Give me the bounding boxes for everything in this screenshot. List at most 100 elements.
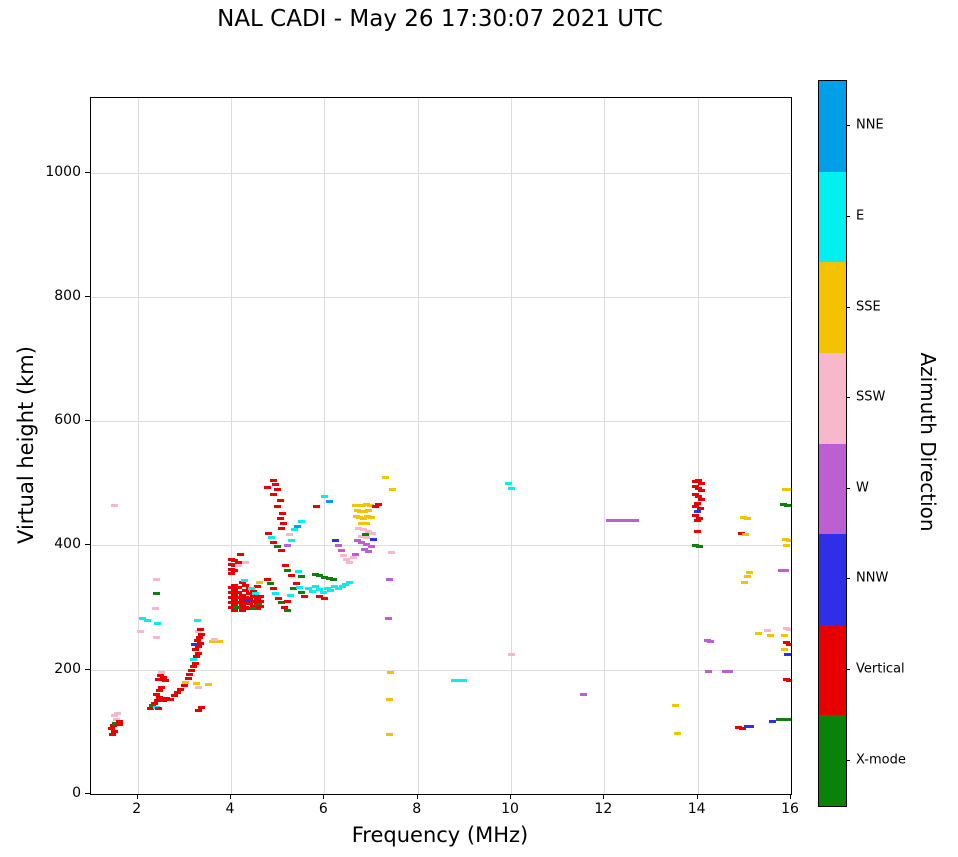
echo-point xyxy=(231,563,239,567)
echo-point xyxy=(692,504,700,508)
echo-point xyxy=(337,548,345,552)
echo-point xyxy=(227,596,235,600)
echo-point xyxy=(136,629,144,633)
echo-point xyxy=(783,503,791,507)
echo-point xyxy=(781,488,789,491)
echo-point xyxy=(323,586,331,590)
gridline-horizontal xyxy=(91,794,791,795)
echo-point xyxy=(505,481,513,485)
echo-point xyxy=(785,678,791,682)
echo-point xyxy=(212,640,220,644)
echo-point xyxy=(313,504,321,508)
echo-point xyxy=(234,591,242,595)
echo-point xyxy=(738,727,746,731)
echo-point xyxy=(192,662,200,665)
echo-point xyxy=(388,551,396,555)
echo-point xyxy=(343,558,351,562)
echo-point xyxy=(722,670,730,674)
echo-point xyxy=(349,556,357,560)
echo-point xyxy=(231,593,239,597)
echo-point xyxy=(270,492,278,496)
echo-point xyxy=(231,603,239,607)
echo-point xyxy=(249,594,257,598)
x-axis-tick-label: 2 xyxy=(132,801,142,817)
y-axis-tick xyxy=(85,295,90,297)
echo-point xyxy=(274,488,282,491)
echo-point xyxy=(249,599,257,603)
colorbar-category-label: X-mode xyxy=(856,752,906,768)
gridline-vertical xyxy=(417,98,419,794)
echo-point xyxy=(196,642,204,646)
echo-point xyxy=(696,545,704,549)
echo-point xyxy=(743,517,751,521)
echo-point xyxy=(450,679,458,683)
echo-point xyxy=(370,537,378,541)
x-axis-tick xyxy=(323,794,325,799)
gridline-vertical xyxy=(697,98,699,794)
echo-point xyxy=(781,568,789,572)
echo-point xyxy=(304,587,312,591)
echo-point xyxy=(301,594,309,598)
echo-point xyxy=(253,607,261,611)
echo-point xyxy=(312,584,320,588)
echo-point xyxy=(386,733,394,737)
colorbar-segment-nnw xyxy=(819,534,846,625)
echo-point xyxy=(298,590,306,594)
echo-point xyxy=(295,586,303,590)
x-axis-tick xyxy=(696,794,698,799)
echo-point xyxy=(192,648,200,652)
echo-point xyxy=(362,522,370,526)
echo-point xyxy=(297,520,305,524)
echo-point xyxy=(194,685,202,689)
echo-point xyxy=(358,521,366,525)
colorbar-category-label: SSW xyxy=(856,389,886,405)
echo-point xyxy=(768,719,776,723)
echo-point xyxy=(288,573,296,577)
colorbar-tick xyxy=(846,578,850,580)
x-axis-label: Frequency (MHz) xyxy=(351,823,529,847)
echo-point xyxy=(194,652,202,656)
echo-point xyxy=(625,519,633,523)
echo-point xyxy=(162,679,170,683)
echo-point xyxy=(743,575,751,578)
echo-point xyxy=(631,519,639,523)
y-axis-tick xyxy=(85,171,90,173)
colorbar-category-label: Vertical xyxy=(856,661,905,677)
echo-point xyxy=(227,571,235,575)
echo-point xyxy=(332,538,340,542)
echo-point xyxy=(274,545,282,549)
echo-point xyxy=(786,717,791,721)
echo-point xyxy=(188,669,196,673)
echo-point xyxy=(177,688,185,692)
echo-point xyxy=(231,568,239,572)
echo-point xyxy=(210,638,218,642)
echo-point xyxy=(181,680,189,684)
gridline-vertical xyxy=(137,98,139,794)
gridline-horizontal xyxy=(91,545,791,547)
echo-point xyxy=(696,506,704,510)
echo-point xyxy=(346,581,354,585)
y-axis-tick xyxy=(85,793,90,794)
echo-point xyxy=(197,706,205,710)
echo-point xyxy=(320,575,328,579)
echo-point xyxy=(386,578,394,582)
echo-point xyxy=(231,588,239,592)
echo-point xyxy=(255,581,263,585)
echo-point xyxy=(360,548,368,552)
echo-point xyxy=(290,587,298,591)
echo-point xyxy=(248,607,256,611)
echo-point xyxy=(150,701,158,705)
echo-point xyxy=(242,606,250,610)
echo-point xyxy=(782,543,790,547)
colorbar-segment-e xyxy=(819,171,846,263)
echo-point xyxy=(163,696,171,700)
echo-point xyxy=(186,673,194,677)
echo-point xyxy=(579,693,587,697)
x-axis-tick xyxy=(510,794,511,799)
echo-point xyxy=(308,589,316,593)
echo-point xyxy=(170,694,178,698)
gridline-horizontal xyxy=(91,669,791,671)
echo-point xyxy=(197,632,205,636)
echo-point xyxy=(351,503,359,507)
echo-point xyxy=(151,607,159,611)
